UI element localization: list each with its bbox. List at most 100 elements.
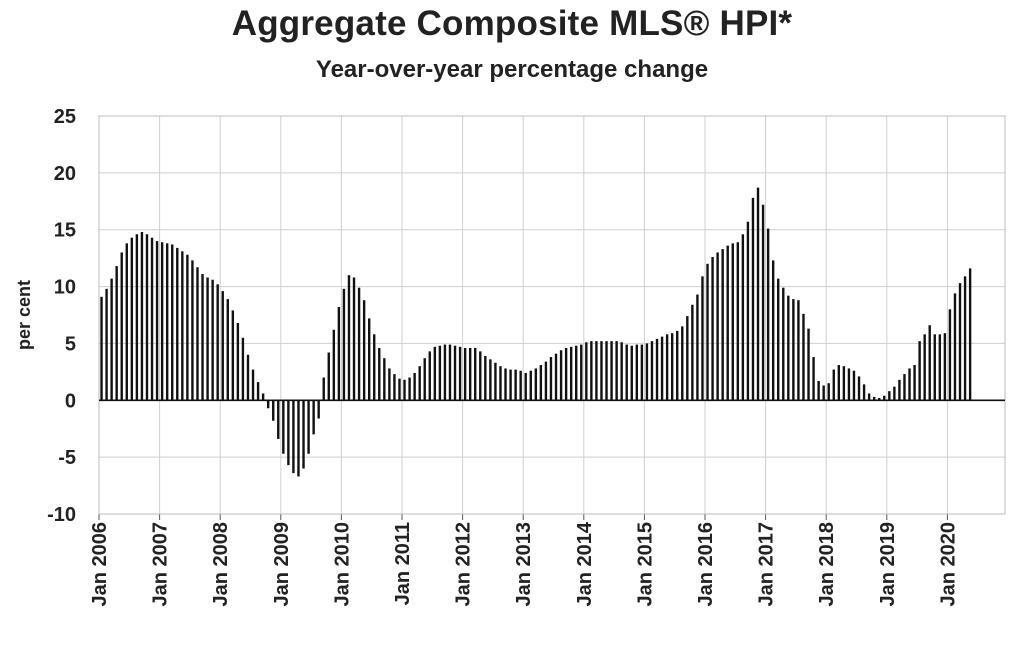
bar xyxy=(226,299,229,401)
bar xyxy=(716,252,719,401)
x-tick-label: Jan 2017 xyxy=(756,522,778,607)
bar xyxy=(691,304,694,401)
x-tick-label: Jan 2010 xyxy=(331,522,353,607)
bar xyxy=(438,345,442,401)
bar xyxy=(953,293,957,401)
bar xyxy=(802,313,805,401)
bar xyxy=(797,300,800,401)
bar xyxy=(771,260,775,401)
bar xyxy=(827,383,830,401)
bar xyxy=(186,254,189,401)
bar xyxy=(307,400,310,454)
bar xyxy=(746,221,750,401)
bar xyxy=(302,400,305,469)
bar xyxy=(196,267,199,401)
bar xyxy=(721,249,724,401)
bar xyxy=(898,379,901,401)
bar xyxy=(474,347,477,401)
x-tick-label: Jan 2011 xyxy=(392,522,414,605)
bar xyxy=(888,391,891,401)
bar xyxy=(878,398,881,401)
bar xyxy=(105,288,108,401)
bar xyxy=(766,228,770,401)
bar xyxy=(595,341,598,401)
bar xyxy=(676,330,679,401)
bar xyxy=(463,347,467,401)
bar xyxy=(852,370,856,401)
x-tick-label: Jan 2012 xyxy=(453,522,475,607)
x-tick-label: Jan 2014 xyxy=(574,521,596,606)
bar xyxy=(923,334,926,401)
bar xyxy=(484,355,487,401)
bar xyxy=(393,374,396,401)
bar xyxy=(559,350,563,401)
bar xyxy=(514,369,517,401)
y-tick-label: 25 xyxy=(54,106,76,128)
bar xyxy=(741,234,745,401)
bar xyxy=(211,279,214,401)
bar xyxy=(600,341,603,401)
bar xyxy=(191,260,194,401)
x-tick-label: Jan 2018 xyxy=(816,522,838,607)
bar xyxy=(246,354,250,401)
bar xyxy=(903,374,906,401)
bar xyxy=(145,234,149,401)
bar xyxy=(660,336,664,401)
bar xyxy=(681,326,684,401)
gridlines xyxy=(99,115,1005,515)
bar xyxy=(938,334,942,401)
x-tick-label: Jan 2008 xyxy=(210,522,232,607)
bar xyxy=(872,396,876,401)
bar xyxy=(176,247,179,401)
bar xyxy=(494,362,497,401)
bar xyxy=(640,344,644,401)
bar xyxy=(165,243,169,401)
bar xyxy=(650,341,654,401)
bar xyxy=(241,337,245,401)
bar xyxy=(731,243,734,401)
bar xyxy=(787,295,790,401)
bar xyxy=(625,344,628,401)
bar xyxy=(913,365,916,401)
bar xyxy=(807,328,810,401)
bar xyxy=(893,386,896,401)
bar xyxy=(761,204,765,401)
x-tick-label: Jan 2009 xyxy=(271,522,293,607)
chart-title: Aggregate Composite MLS® HPI* xyxy=(231,4,793,43)
bar xyxy=(383,358,386,401)
bar xyxy=(857,376,861,401)
bar xyxy=(206,277,209,401)
bar xyxy=(373,334,376,401)
bar xyxy=(448,344,452,401)
bar xyxy=(171,244,174,401)
bar xyxy=(948,309,952,401)
bar xyxy=(140,231,144,401)
bar xyxy=(458,346,462,401)
bar xyxy=(933,334,936,401)
axes xyxy=(98,115,1006,520)
bar xyxy=(630,345,633,401)
bar xyxy=(231,310,235,401)
bar xyxy=(539,365,543,401)
bar xyxy=(943,333,947,401)
bar xyxy=(155,241,159,401)
bar xyxy=(756,187,760,401)
bar xyxy=(751,197,755,401)
bar xyxy=(272,400,275,421)
bar xyxy=(312,400,315,435)
bar xyxy=(610,341,613,401)
bar xyxy=(342,288,346,401)
bar xyxy=(408,377,411,401)
bars xyxy=(100,187,972,477)
bar xyxy=(509,369,512,401)
bar xyxy=(357,287,361,401)
bar xyxy=(842,366,846,401)
bar xyxy=(822,385,825,401)
y-tick-label: 5 xyxy=(65,333,76,355)
bar xyxy=(524,372,527,401)
bar xyxy=(130,237,134,401)
bar xyxy=(777,278,780,401)
bar xyxy=(862,384,866,401)
bar xyxy=(534,368,538,401)
bar xyxy=(812,357,815,401)
